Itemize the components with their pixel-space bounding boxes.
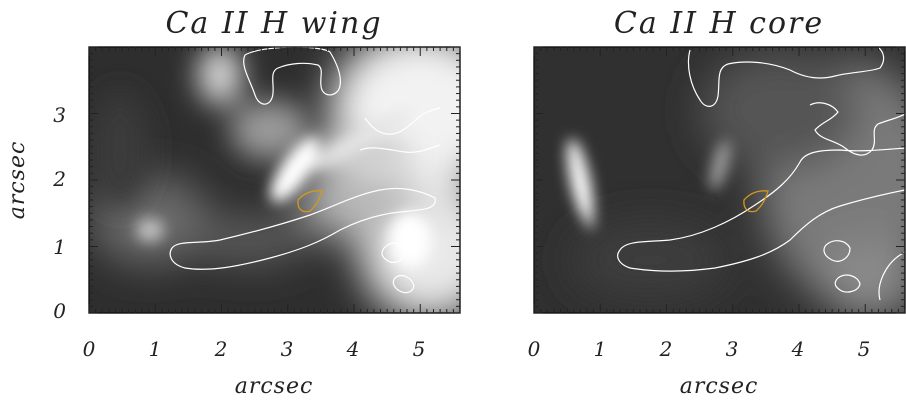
x-tick-label: 0: [528, 337, 541, 361]
y-tick-label: 3: [53, 103, 66, 127]
x-tick-label: 2: [659, 337, 673, 361]
x-tick-label: 1: [149, 337, 162, 361]
x-tick-label: 4: [346, 337, 360, 361]
panel-wing: Ca II H wing: [5, 6, 461, 399]
x-tick-label: 3: [726, 337, 739, 361]
panel-wing-title: Ca II H wing: [165, 6, 382, 41]
x-tick-label: 4: [791, 337, 805, 361]
x-tick-label: 3: [281, 337, 294, 361]
y-tick-label: 0: [53, 299, 66, 323]
panel-core: Ca II H core 0 1 2: [528, 6, 906, 399]
panel-core-ticks: [533, 46, 906, 314]
y-tick-label: 1: [53, 235, 66, 259]
panel-core-xlabel: arcsec: [680, 374, 759, 399]
panel-wing-image: [89, 47, 460, 313]
x-tick-label: 1: [594, 337, 607, 361]
x-tick-label: 0: [83, 337, 96, 361]
x-tick-label: 2: [214, 337, 228, 361]
panel-wing-ylabel: arcsec: [5, 141, 30, 220]
panel-core-image: [534, 47, 905, 313]
y-tick-label: 2: [52, 167, 66, 191]
x-tick-label: 5: [413, 337, 426, 361]
panel-wing-ticks: [88, 46, 461, 314]
x-tick-label: 5: [858, 337, 871, 361]
panel-core-title: Ca II H core: [614, 6, 824, 41]
panel-wing-xlabel: arcsec: [235, 374, 314, 399]
